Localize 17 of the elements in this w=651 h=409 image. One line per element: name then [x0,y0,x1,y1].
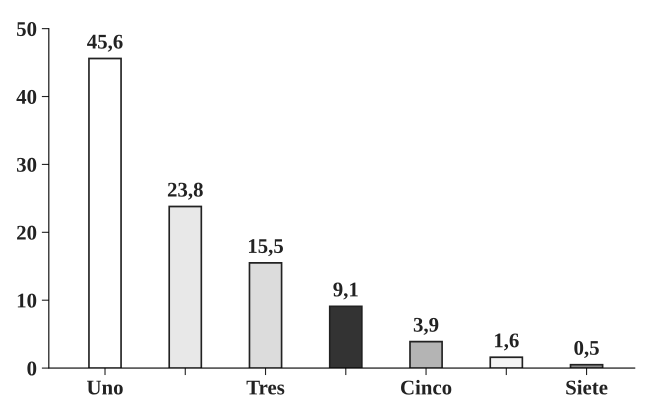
y-tick-label: 0 [27,361,36,376]
y-tick-label: 20 [17,226,36,240]
data-label: 9,1 [333,282,358,300]
x-tick-label: Uno [87,380,123,395]
y-tick-label: 50 [17,22,36,36]
data-label: 45,6 [87,34,123,52]
data-label: 3,9 [414,318,438,335]
x-tick-label: Tres [246,380,284,395]
data-label: 23,8 [168,182,203,200]
y-tick-label: 30 [16,158,36,172]
x-tick-label: Cinco [401,380,452,395]
y-tick-label: 40 [16,90,36,104]
data-label: 15,5 [248,239,283,256]
x-tick-label: Siete [566,380,608,395]
data-label: 1,6 [494,333,519,350]
data-label: 0,5 [574,340,599,358]
y-tick-label: 10 [18,294,36,308]
